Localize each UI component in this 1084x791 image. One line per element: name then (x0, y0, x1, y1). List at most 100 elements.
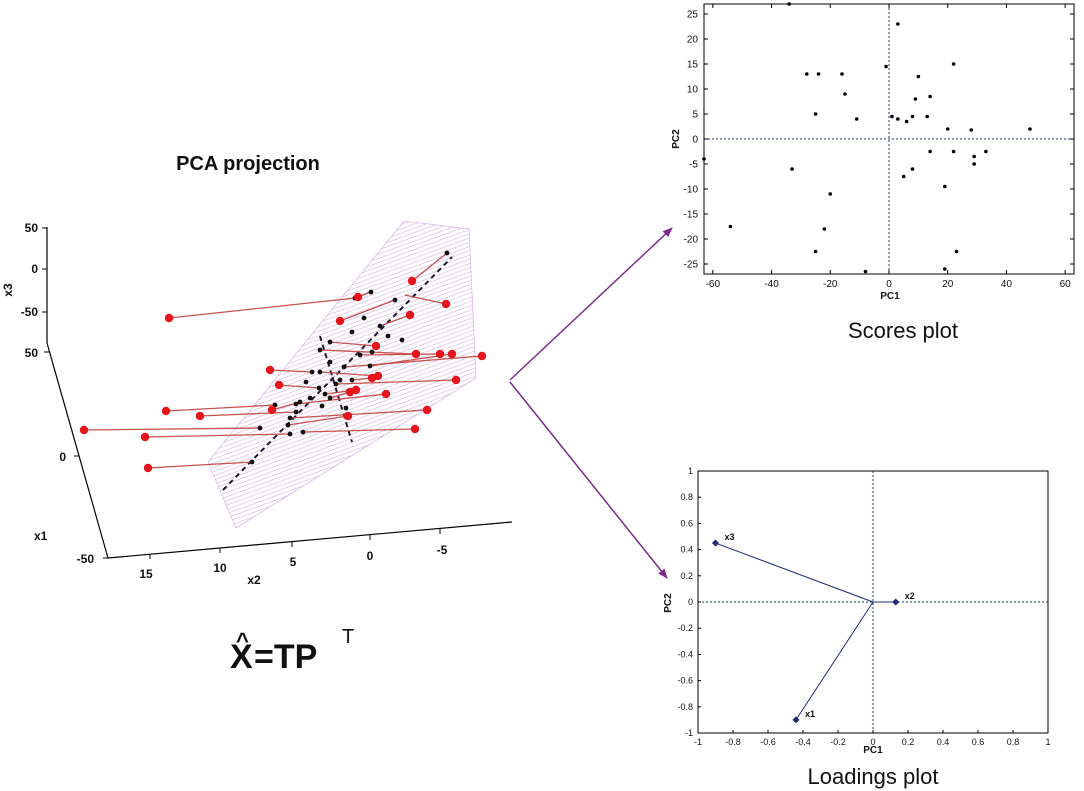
projected-point (349, 377, 355, 383)
x2-tick-label: 15 (139, 567, 153, 581)
axes-3d (46, 227, 513, 559)
loadings-ytick-label: 0 (688, 597, 693, 607)
score-point (854, 117, 859, 121)
projected-point (317, 369, 323, 375)
projection-link (147, 461, 253, 469)
loadings-xtick-label: 0 (870, 737, 875, 747)
original-point (143, 463, 153, 473)
score-point (901, 174, 906, 179)
projected-point (444, 250, 450, 256)
loadings-xtick-label: -0.8 (725, 737, 741, 747)
loading-label-x1: x1 (805, 709, 815, 719)
scores-ylabel: PC2 (671, 129, 682, 149)
score-point (813, 112, 818, 116)
original-point (140, 432, 150, 442)
projected-point (337, 377, 343, 383)
x1-axis-label: x1 (34, 529, 48, 543)
loading-point-x1 (792, 716, 800, 724)
score-point (910, 114, 915, 119)
projection-link (269, 369, 313, 373)
loadings-xtick-label: -0.6 (760, 737, 776, 747)
projected-point (361, 315, 367, 321)
x3-tick-label: -50 (21, 305, 39, 319)
scores-ytick-label: 0 (692, 135, 698, 146)
loadings-ytick-label: 1 (688, 466, 693, 476)
scores-xtick-label: 20 (942, 279, 954, 290)
loadings-caption: Loadings plot (808, 764, 939, 789)
projection-link (168, 297, 356, 319)
loadings-xtick-label: 1 (1045, 737, 1050, 747)
scores-ytick-label: -5 (689, 160, 698, 171)
original-point (335, 316, 345, 326)
x1-tick-label: 50 (25, 346, 39, 360)
projected-point (285, 422, 291, 428)
original-point (410, 424, 420, 434)
projection-link (165, 404, 276, 412)
projection-link (278, 384, 320, 389)
projected-point (309, 369, 315, 375)
score-point (1028, 127, 1032, 131)
projected-point (300, 429, 306, 435)
score-point (910, 167, 915, 171)
projection-link (83, 427, 261, 431)
score-point (969, 128, 974, 132)
original-point (345, 387, 355, 397)
original-point (195, 411, 205, 421)
original-point (381, 389, 391, 399)
formula: X ^ =TP T (230, 626, 354, 676)
projected-point (287, 431, 293, 437)
score-point (925, 114, 929, 119)
score-point (840, 72, 844, 76)
scores-caption: Scores plot (848, 318, 958, 343)
original-point (477, 351, 487, 361)
projected-point (368, 289, 374, 295)
score-point (951, 149, 956, 154)
projection-link (379, 314, 411, 327)
score-point (843, 92, 847, 96)
loadings-ytick-label: 0.6 (680, 518, 693, 528)
formula-tp: =TP (254, 638, 317, 676)
original-point (79, 425, 89, 435)
loading-point-x2 (892, 598, 900, 606)
score-point (972, 154, 976, 159)
original-point (441, 299, 451, 309)
arrow-to-scores (509, 227, 673, 381)
projected-point (293, 409, 299, 415)
scores-ytick-label: 5 (692, 110, 698, 121)
x1-axis-line (46, 342, 109, 559)
formula-x: X (230, 638, 253, 676)
projection-link (359, 353, 441, 356)
original-point (274, 380, 284, 390)
scores-xlabel: PC1 (880, 291, 900, 302)
loading-vector-x1 (795, 601, 874, 721)
loadings-ytick-label: -0.4 (677, 649, 693, 659)
score-point (896, 22, 900, 26)
projected-point (317, 347, 323, 353)
projected-point (392, 297, 398, 303)
x2-tick-label: 5 (290, 555, 297, 569)
score-point (984, 149, 988, 154)
original-point (451, 375, 461, 385)
loading-point-x3 (711, 539, 720, 547)
score-point (884, 64, 888, 69)
score-point (896, 117, 900, 121)
scores-xtick-label: 0 (886, 279, 892, 290)
original-point (407, 276, 417, 286)
score-point (863, 269, 868, 274)
x3-tick-label: 0 (31, 262, 38, 276)
projected-point (327, 339, 333, 345)
projected-point (322, 391, 328, 397)
projection-link (329, 341, 377, 347)
projected-point (367, 363, 373, 369)
loadings-ytick-label: -0.6 (677, 676, 693, 686)
projection-link (287, 415, 349, 426)
scores-ytick-label: -15 (684, 210, 699, 221)
axes-3d-ticks (42, 227, 441, 559)
projected-point (357, 352, 363, 358)
projected-point (385, 333, 391, 339)
original-point (343, 411, 353, 421)
projection-link (404, 294, 447, 305)
x2-axis-line (107, 521, 513, 559)
scores-xtick-label: -60 (706, 279, 721, 290)
